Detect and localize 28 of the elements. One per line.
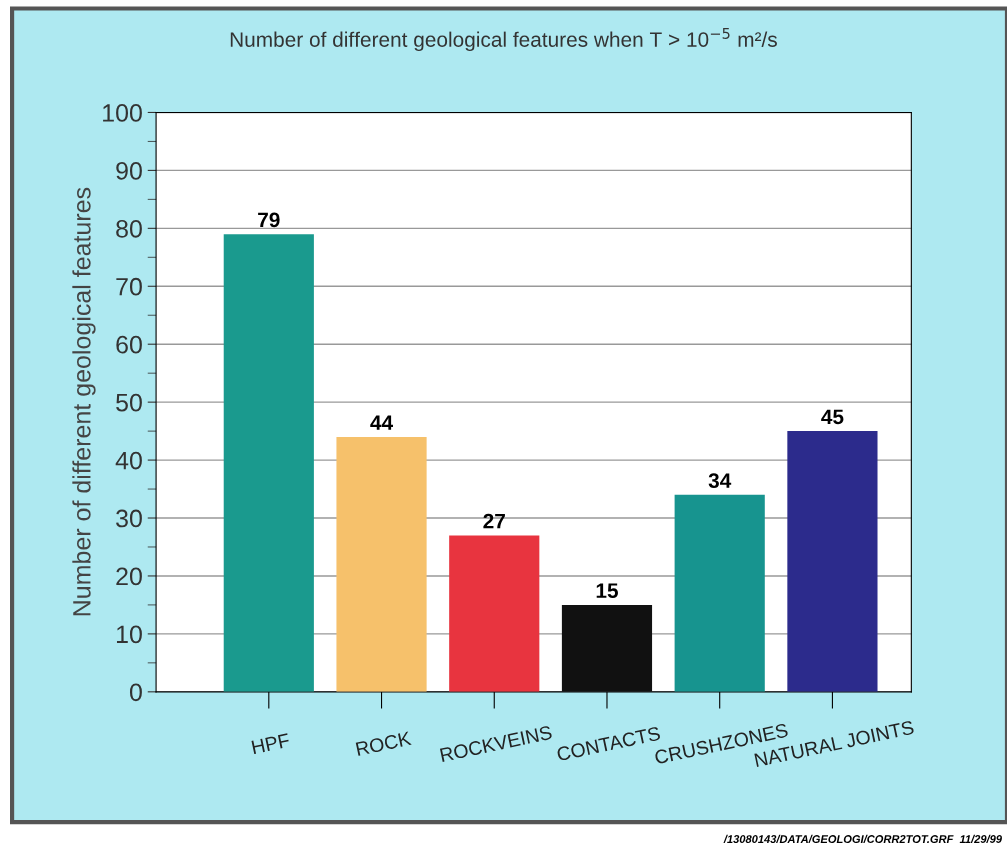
bar bbox=[223, 234, 314, 692]
x-tick-label: ROCK bbox=[355, 731, 412, 757]
y-tick-label: 20 bbox=[116, 567, 142, 586]
y-tick-label: 80 bbox=[116, 219, 142, 238]
y-axis-title: Number of different geological features bbox=[72, 187, 96, 616]
data-label: 79 bbox=[258, 212, 280, 228]
y-tick-label: 90 bbox=[116, 162, 142, 180]
chart-title: Number of different geological features when T > 10$^{−5}$ m²/s bbox=[230, 28, 777, 52]
y-tick-label: 0 bbox=[129, 683, 142, 702]
y-tick-label: 70 bbox=[116, 277, 142, 296]
y-tick-label: 50 bbox=[116, 393, 142, 412]
data-label: 44 bbox=[370, 415, 394, 430]
bar bbox=[787, 431, 878, 692]
bar bbox=[561, 604, 653, 692]
bar bbox=[449, 535, 540, 692]
y-tick-label: 60 bbox=[116, 335, 142, 354]
bar bbox=[336, 436, 427, 692]
y-tick-label: 10 bbox=[116, 625, 142, 644]
y-tick-label: 100 bbox=[103, 104, 142, 122]
bar bbox=[674, 494, 765, 692]
text: /13080143/DATA/GEOLOGI/CORR2TOT.GRF 11/29/99 bbox=[723, 834, 1002, 844]
data-label: 34 bbox=[708, 473, 732, 488]
y-tick-label: 30 bbox=[116, 509, 142, 528]
data-label: 45 bbox=[821, 409, 844, 425]
data-label: 15 bbox=[596, 583, 618, 599]
x-tick-label: HPF bbox=[251, 733, 290, 755]
data-label: 27 bbox=[483, 513, 505, 529]
y-tick-label: 40 bbox=[115, 451, 142, 470]
